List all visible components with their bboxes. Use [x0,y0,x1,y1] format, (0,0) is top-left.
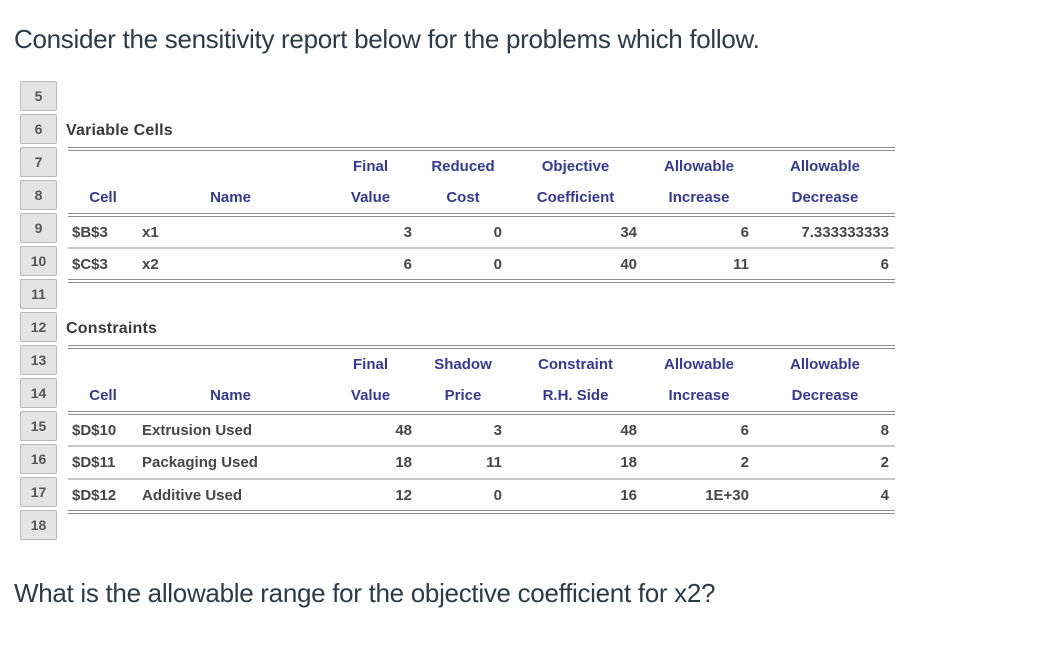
ct-header-row-1: Final Shadow Constraint Allowable Allowa… [68,347,895,380]
row-number-cell: 14 [20,378,57,408]
ct-header-final: Final [352,356,388,373]
objective-coefficient: 34 [620,223,637,241]
allowable-increase: 2 [740,454,749,471]
allowable-decrease: 2 [880,454,889,471]
spacer-cell [138,149,323,182]
vc-header-allowable-inc: Allowable [663,158,734,175]
ct-header-decrease: Decrease [791,387,859,404]
ct-header-rhs: R.H. Side [542,387,609,404]
constraint-rhs: 48 [620,421,637,439]
row-number-cell: 12 [20,312,57,342]
vc-header-row-2: Cell Name Value Cost Coefficient Increas… [68,182,895,215]
row-number-cell: 9 [20,213,57,243]
cell-ref: $D$10 [72,421,117,439]
vc-header-cost: Cost [446,189,480,206]
ct-header-value: Value [350,387,391,404]
shadow-price: 0 [493,486,502,504]
intro-text: Consider the sensitivity report below fo… [14,24,760,54]
vc-header-final: Final [352,158,388,175]
vc-header-name: Name [210,189,251,206]
variable-cells-table: Final Reduced Objective Allowable Allowa… [68,147,895,283]
row-number-cell: 8 [20,180,57,210]
ct-header-constraint: Constraint [538,356,613,373]
row-number-cell: 6 [20,114,57,144]
cell-ref: $D$12 [72,486,117,504]
constraints-table: Final Shadow Constraint Allowable Allowa… [68,345,895,514]
table-row: $B$3 x1 3 0 34 6 7.333333333 [68,215,895,248]
ct-header-allowable-dec: Allowable [789,356,860,373]
table-row: $D$11 Packaging Used 18 11 18 2 2 [68,446,895,479]
final-value: 3 [403,223,412,241]
table-row: $D$12 Additive Used 12 0 16 1E+30 4 [68,479,895,512]
shadow-price: 3 [493,421,502,439]
ct-header-price: Price [444,387,482,404]
shadow-price: 11 [486,454,502,471]
ct-header-name: Name [210,387,251,404]
reduced-cost: 0 [493,255,502,273]
sensitivity-report-screenshot: 5 6 7 8 9 10 11 12 13 14 15 16 17 18 Var… [20,81,910,547]
cell-ref: $B$3 [72,223,108,241]
row-number-cell: 16 [20,444,57,474]
cell-ref: $D$11 [72,454,116,471]
row-number-cell: 5 [20,81,57,111]
ct-header-cell: Cell [89,387,117,404]
reduced-cost: 0 [493,223,502,241]
constraint-rhs: 16 [620,486,637,504]
allowable-increase: 6 [740,421,749,439]
table-row: $C$3 x2 6 0 40 11 6 [68,248,895,281]
row-number-cell: 10 [20,246,57,276]
ct-header-allowable-inc: Allowable [663,356,734,373]
vc-header-value: Value [350,189,391,206]
constraint-rhs: 18 [620,454,637,471]
spacer-cell [68,347,138,380]
allowable-decrease: 7.333333333 [801,223,889,241]
row-number-cell: 11 [20,279,57,309]
vc-header-reduced: Reduced [431,158,495,175]
variable-name: x2 [142,255,159,273]
row-number-cell: 18 [20,510,57,540]
ct-header-shadow: Shadow [434,356,492,373]
objective-coefficient: 40 [620,255,637,273]
row-number-cell: 7 [20,147,57,177]
allowable-decrease: 4 [880,486,889,504]
allowable-increase: 11 [733,255,749,273]
spacer-cell [68,149,138,182]
ct-header-row-2: Cell Name Value Price R.H. Side Increase… [68,380,895,413]
vc-header-coefficient: Coefficient [536,189,615,206]
ct-header-increase: Increase [668,387,730,404]
vc-header-increase: Increase [668,189,730,206]
vc-header-allowable-dec: Allowable [789,158,860,175]
vc-header-row-1: Final Reduced Objective Allowable Allowa… [68,149,895,182]
allowable-increase: 6 [740,223,749,241]
final-value: 6 [403,255,412,273]
allowable-decrease: 8 [880,421,889,439]
vc-header-cell: Cell [89,189,117,206]
final-value: 12 [395,486,412,504]
row-number-cell: 17 [20,477,57,507]
constraint-name: Additive Used [142,486,243,504]
vc-header-decrease: Decrease [791,189,859,206]
variable-cells-label: Variable Cells [66,121,173,139]
spacer-cell [138,347,323,380]
final-value: 48 [395,421,412,439]
row-number-gutter: 5 6 7 8 9 10 11 12 13 14 15 16 17 18 [20,81,57,543]
row-number-cell: 15 [20,411,57,441]
vc-header-objective: Objective [541,158,610,175]
constraints-label: Constraints [66,319,158,337]
allowable-decrease: 6 [880,255,889,273]
variable-name: x1 [142,223,159,241]
row-number-cell: 13 [20,345,57,375]
table-row: $D$10 Extrusion Used 48 3 48 6 8 [68,413,895,446]
question-text: What is the allowable range for the obje… [14,578,716,608]
constraint-name: Extrusion Used [142,421,253,439]
final-value: 18 [395,454,412,471]
cell-ref: $C$3 [72,255,108,273]
allowable-increase: 1E+30 [705,486,749,504]
constraint-name: Packaging Used [142,454,258,471]
